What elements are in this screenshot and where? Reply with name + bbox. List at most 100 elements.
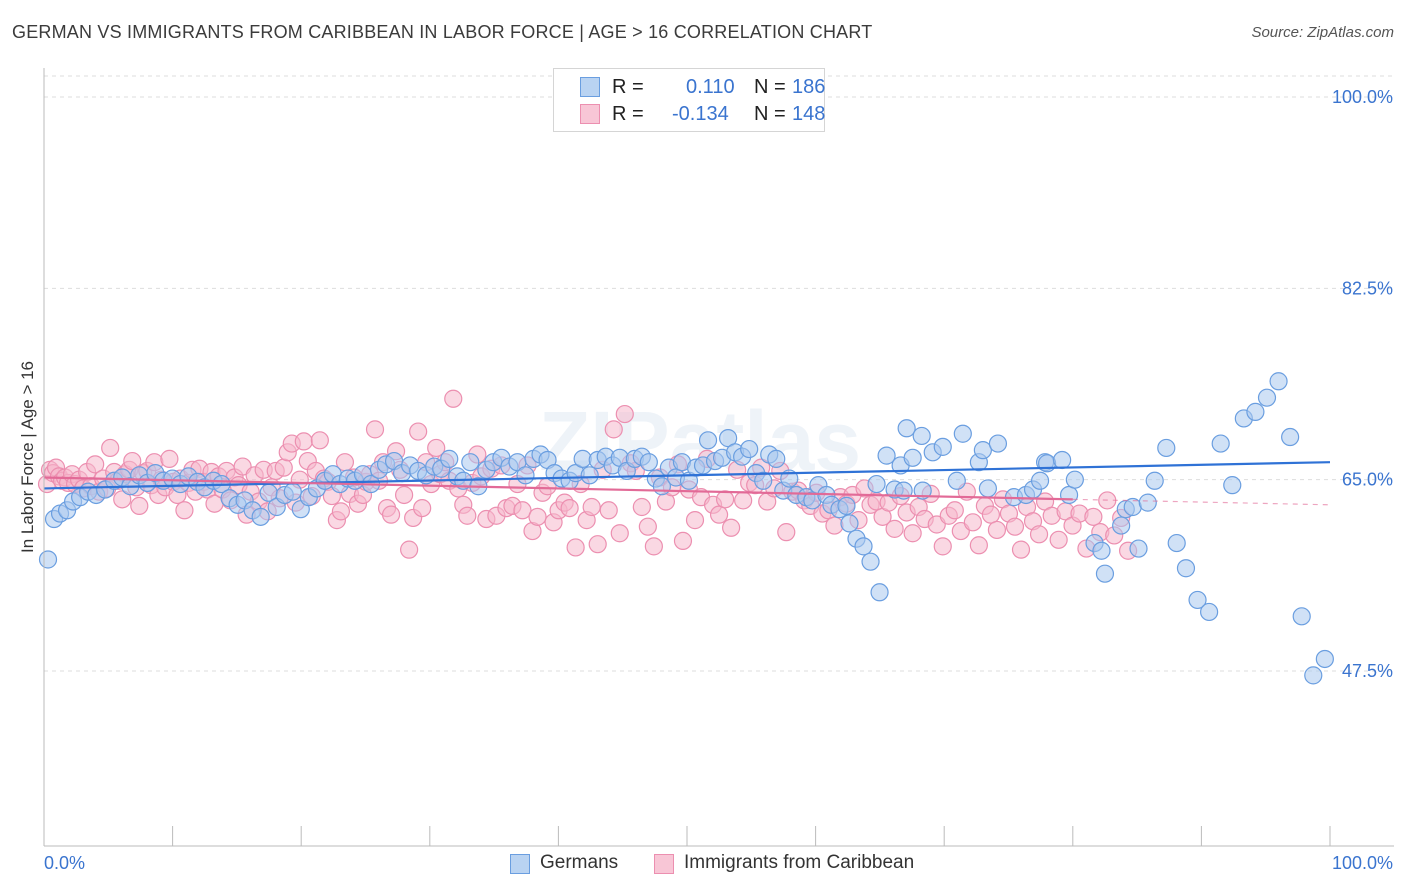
germans-point <box>1257 388 1277 407</box>
grid-lines <box>44 75 1394 672</box>
caribbean-point <box>722 518 741 537</box>
caribbean-point <box>933 537 952 556</box>
germans-point <box>1269 372 1288 391</box>
caribbean-point <box>130 496 149 516</box>
germans-point <box>933 437 952 456</box>
caribbean-point <box>734 491 753 510</box>
bottom-legend-label: Germans <box>540 852 619 873</box>
germans-point <box>1281 427 1300 447</box>
caribbean-point <box>903 524 922 543</box>
germans-point <box>854 537 873 556</box>
caribbean-trend-extension <box>1072 498 1331 506</box>
caribbean-point <box>86 455 105 474</box>
germans-point <box>1157 438 1176 458</box>
caribbean-point <box>427 438 446 458</box>
germans-point <box>573 449 592 468</box>
caribbean-point <box>294 432 313 451</box>
caribbean-point <box>969 536 988 555</box>
caribbean-point <box>673 531 693 550</box>
germans-point <box>251 507 270 526</box>
germans-point <box>1304 666 1323 685</box>
legend-swatch-pink <box>580 104 600 124</box>
germans-point <box>698 431 718 450</box>
chart-title: GERMAN VS IMMIGRANTS FROM CARIBBEAN IN L… <box>12 22 873 42</box>
germans-point <box>903 448 922 467</box>
germans-point <box>740 439 759 459</box>
caribbean-point <box>566 538 585 557</box>
germans-point <box>1095 564 1115 583</box>
caribbean-point <box>963 513 982 532</box>
germans-point <box>953 424 972 443</box>
caribbean-point <box>709 505 729 524</box>
germans-point <box>947 471 966 490</box>
caribbean-point <box>365 420 385 439</box>
germans-point <box>767 449 786 468</box>
caribbean-point <box>1029 525 1049 544</box>
caribbean-point <box>777 523 796 542</box>
germans-point <box>877 446 896 465</box>
germans-point <box>1129 539 1148 558</box>
caribbean-point <box>604 420 623 439</box>
caribbean-point <box>331 502 351 521</box>
caribbean-point <box>615 404 634 424</box>
axes <box>43 68 1394 847</box>
germans-point <box>1223 476 1242 495</box>
caribbean-point <box>981 505 1001 524</box>
caribbean-point <box>638 517 657 536</box>
caribbean-point <box>400 540 419 559</box>
caribbean-point <box>1005 517 1025 536</box>
y-tick-label: 47.5% <box>1342 661 1393 681</box>
caribbean-point <box>528 507 547 526</box>
germans-point <box>1053 450 1072 470</box>
germans-point <box>440 449 459 468</box>
legend-r-label: R = <box>612 76 644 98</box>
caribbean-point <box>160 449 179 468</box>
caribbean-point <box>610 524 629 543</box>
caribbean-point <box>1049 530 1068 549</box>
caribbean-point <box>588 535 607 554</box>
caribbean-point <box>444 389 463 408</box>
germans-point <box>1292 607 1311 626</box>
caribbean-point <box>685 511 705 530</box>
germans-point <box>870 583 889 602</box>
germans-point <box>1065 470 1084 489</box>
legend-n-label: N = <box>754 103 786 125</box>
caribbean-point <box>381 505 401 524</box>
germans-point <box>1030 471 1050 490</box>
germans-point <box>38 550 58 569</box>
germans-point <box>1176 559 1196 578</box>
germans-point <box>1059 485 1079 505</box>
germans-point <box>1167 533 1186 553</box>
y-tick-label: 65.0% <box>1342 470 1393 490</box>
caribbean-point <box>1011 540 1031 559</box>
germans-point <box>867 474 886 494</box>
germans-point <box>1188 590 1207 610</box>
legend-n-value: 148 <box>792 103 826 125</box>
source-label: Source: ZipAtlas.com <box>1251 24 1394 41</box>
germans-point <box>912 426 931 446</box>
bottom-legend-label: Immigrants from Caribbean <box>684 852 915 873</box>
legend-n-label: N = <box>754 76 786 98</box>
germans-point <box>1200 602 1219 622</box>
bottom-legend-swatch-pink <box>654 854 674 874</box>
trend-lines <box>43 461 1331 506</box>
caribbean-point <box>513 501 532 520</box>
germans-point <box>1211 434 1230 453</box>
germans-point <box>461 453 480 472</box>
germans-point <box>861 552 880 571</box>
caribbean-point <box>825 516 844 535</box>
germans-point <box>754 471 773 490</box>
germans-point <box>1246 402 1265 421</box>
caribbean-point <box>274 458 293 477</box>
caribbean-point <box>409 422 428 441</box>
x-tick-label: 100.0% <box>1332 853 1393 873</box>
germans-point <box>580 466 599 485</box>
tick-labels: 47.5% 65.0% 82.5% 100.0% 0.0% 100.0% <box>44 87 1393 873</box>
germans-point <box>837 496 856 516</box>
caribbean-point <box>945 501 964 520</box>
legend-r-label: R = <box>612 103 644 125</box>
germans-point <box>1145 471 1164 490</box>
x-tick-label: 0.0% <box>44 853 85 873</box>
caribbean-point <box>987 520 1007 540</box>
